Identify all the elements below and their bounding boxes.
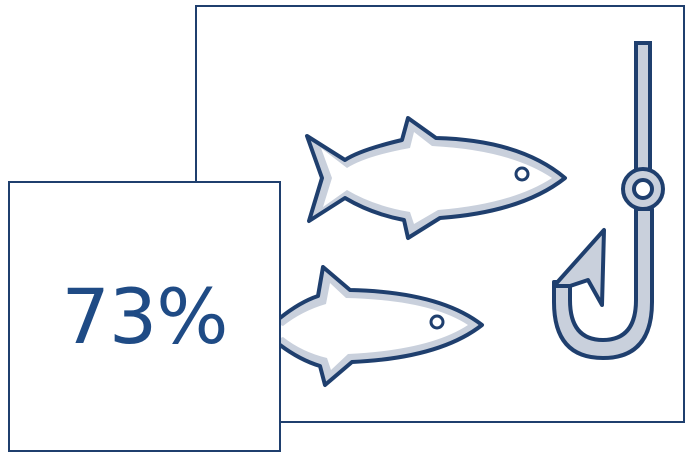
stat-percentage: 73% [61,271,229,361]
stat-box: 73% [8,181,281,452]
fishing-hook-icon [552,41,665,360]
fish-icon [305,116,567,240]
fish-icon [260,265,484,387]
